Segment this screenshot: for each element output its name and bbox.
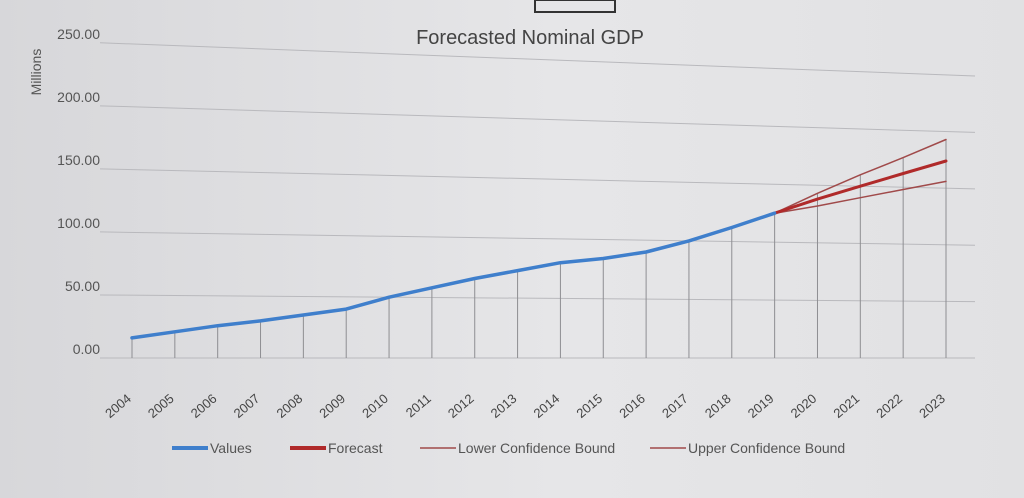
- legend-label: Upper Confidence Bound: [688, 440, 845, 456]
- gridline: [99, 42, 976, 77]
- gridlines: [99, 42, 976, 359]
- gridline: [99, 168, 976, 190]
- y-axis-ticks: 0.00 50.00 100.00 150.00 200.00 250.00: [57, 26, 100, 357]
- series-line-lower-confidence-bound: [773, 180, 947, 214]
- legend-label: Values: [210, 440, 252, 456]
- y-tick-label: 200.00: [57, 89, 100, 105]
- series-line-forecast: [773, 159, 948, 215]
- y-axis-label: Millions: [28, 49, 44, 96]
- series-layer: [130, 138, 948, 340]
- legend: Values Forecast Lower Confidence Bound Uppe…: [172, 440, 845, 456]
- y-tick-label: 150.00: [57, 152, 100, 168]
- selected-cell-outline: [534, 0, 616, 13]
- gridline: [99, 105, 976, 133]
- gridline: [99, 294, 976, 303]
- legend-label: Lower Confidence Bound: [458, 440, 615, 456]
- series-line-upper-confidence-bound: [773, 138, 947, 214]
- gridline: [99, 231, 976, 246]
- y-tick-label: 50.00: [65, 278, 100, 294]
- drop-lines: [131, 139, 947, 358]
- series-line-values: [130, 211, 777, 340]
- y-tick-label: 0.00: [73, 341, 100, 357]
- y-tick-label: 100.00: [57, 215, 100, 231]
- y-tick-label: 250.00: [57, 26, 100, 42]
- legend-label: Forecast: [328, 440, 383, 456]
- chart-title: Forecasted Nominal GDP: [416, 27, 644, 49]
